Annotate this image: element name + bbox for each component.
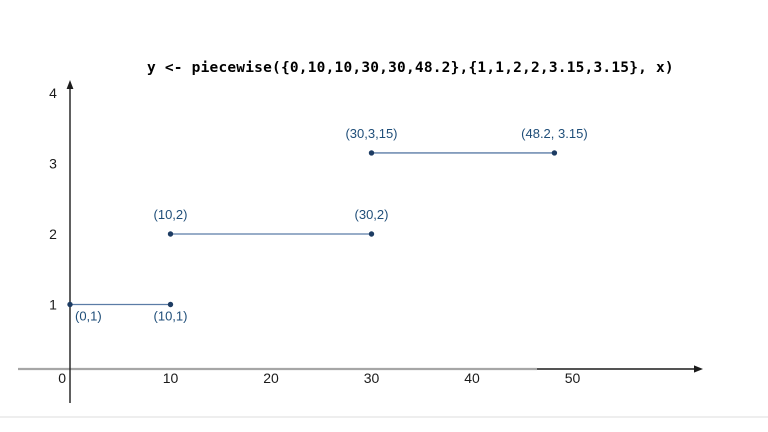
data-point bbox=[551, 150, 558, 156]
y-tick-label: 2 bbox=[49, 226, 57, 242]
point-label: (30,3,15) bbox=[345, 126, 397, 141]
y-tick-label: 4 bbox=[49, 85, 57, 101]
data-point bbox=[368, 150, 375, 156]
data-point bbox=[368, 231, 375, 237]
x-tick-label: 50 bbox=[565, 370, 581, 386]
data-point bbox=[67, 301, 73, 308]
data-point bbox=[167, 231, 174, 237]
plot-title: y <- piecewise({0,10,10,30,30,48.2},{1,1… bbox=[147, 60, 674, 76]
x-tick-label: 30 bbox=[364, 370, 380, 386]
x-tick-label: 0 bbox=[58, 370, 66, 386]
y-axis-arrow-icon bbox=[66, 80, 74, 89]
y-tick-label: 1 bbox=[49, 297, 57, 313]
x-axis-arrow-icon bbox=[694, 365, 703, 373]
point-label: (48.2, 3.15) bbox=[521, 126, 588, 141]
point-label: (0,1) bbox=[75, 309, 102, 324]
x-tick-label: 20 bbox=[263, 370, 279, 386]
x-tick-label: 10 bbox=[163, 370, 179, 386]
y-tick-label: 3 bbox=[49, 156, 57, 172]
point-label: (10,1) bbox=[154, 309, 188, 324]
point-label: (30,2) bbox=[355, 207, 389, 222]
x-tick-label: 40 bbox=[464, 370, 480, 386]
data-point bbox=[167, 301, 174, 308]
point-label: (10,2) bbox=[154, 207, 188, 222]
